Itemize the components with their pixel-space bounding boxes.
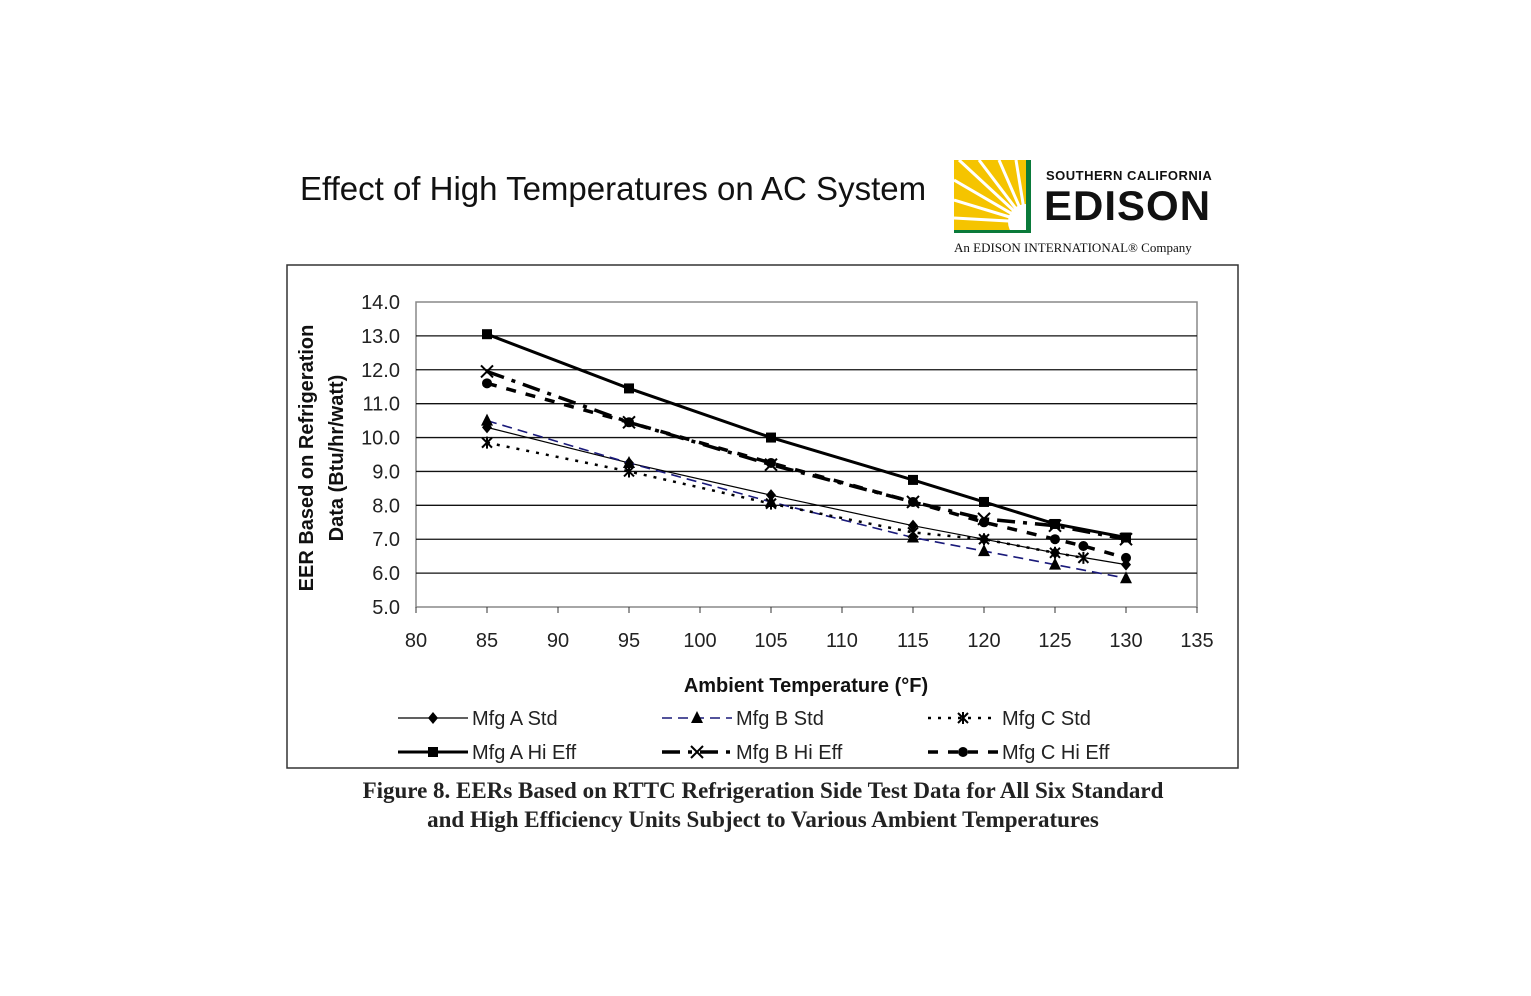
square-marker — [908, 474, 918, 485]
asterisk-marker — [765, 497, 777, 510]
asterisk-marker — [978, 533, 990, 546]
x-marker — [480, 364, 494, 379]
legend-label: Mfg C Std — [1002, 708, 1091, 730]
plot-area — [415, 301, 1198, 608]
logo-line1: SOUTHERN CALIFORNIA — [1046, 168, 1213, 183]
legend-label: Mfg A Hi Eff — [472, 742, 577, 764]
legend-label: Mfg B Std — [736, 708, 824, 730]
square-marker — [624, 383, 634, 394]
legend-label: Mfg C Hi Eff — [1002, 742, 1110, 764]
circle-marker — [766, 457, 776, 468]
series-mfg-c-std — [481, 436, 1090, 564]
x-tick-label: 125 — [1038, 630, 1071, 652]
circle-marker — [958, 747, 968, 757]
caption-line2: and High Efficiency Units Subject to Var… — [427, 807, 1099, 832]
sun-logo-icon — [954, 160, 1031, 233]
x-axis-label: Ambient Temperature (°F) — [684, 675, 928, 697]
x-tick-label: 110 — [826, 630, 858, 652]
y-tick-label: 6.0 — [372, 563, 400, 585]
x-tick-label: 85 — [476, 630, 498, 652]
series-mfg-c-hi-eff — [482, 378, 1131, 563]
asterisk-marker — [481, 436, 493, 449]
x-tick-label: 80 — [405, 630, 427, 652]
triangle-marker — [1120, 571, 1132, 584]
circle-marker — [624, 417, 634, 428]
x-tick-label: 95 — [618, 630, 640, 652]
x-tick-label: 90 — [547, 630, 569, 652]
legend-item: Mfg A Std — [398, 708, 558, 730]
x-tick-label: 120 — [967, 630, 1000, 652]
logo-line3: An EDISON INTERNATIONAL® Company — [954, 240, 1192, 255]
x-marker — [1048, 518, 1062, 533]
y-tick-label: 8.0 — [372, 495, 400, 517]
legend-item: Mfg A Hi Eff — [398, 742, 577, 764]
x-marker — [1119, 532, 1133, 546]
y-tick-label: 9.0 — [372, 461, 400, 483]
legend-label: Mfg A Std — [472, 708, 558, 730]
triangle-marker — [623, 455, 635, 468]
asterisk-marker — [907, 526, 919, 539]
legend-item: Mfg C Std — [928, 708, 1091, 730]
y-tick-label: 12.0 — [361, 360, 400, 382]
legend-item: Mfg B Std — [662, 708, 824, 730]
x-tick-label: 130 — [1109, 630, 1142, 652]
square-marker — [766, 432, 776, 443]
asterisk-marker — [1049, 546, 1061, 559]
y-axis-label-line1: EER Based on Refrigeration — [296, 325, 318, 592]
legend: Mfg A Std Mfg B Std Mfg C Std Mfg A Hi Eff M… — [398, 708, 1110, 764]
triangle-marker — [691, 711, 703, 723]
y-tick-label: 14.0 — [361, 292, 400, 314]
square-marker — [979, 496, 989, 507]
x-marker — [690, 745, 704, 759]
circle-marker — [979, 517, 989, 528]
figure-caption: Figure 8. EERs Based on RTTC Refrigerati… — [287, 776, 1239, 834]
circle-marker — [1050, 534, 1060, 545]
caption-line1: Figure 8. EERs Based on RTTC Refrigerati… — [362, 778, 1164, 803]
x-tick-label: 105 — [754, 630, 787, 652]
y-tick-label: 10.0 — [361, 428, 400, 450]
asterisk-marker — [1077, 551, 1090, 564]
y-axis-label-line2: Data (Btu/hr/watt) — [326, 375, 348, 542]
edison-logo: SOUTHERN CALIFORNIA EDISON An EDISON INT… — [954, 160, 1244, 260]
asterisk-marker — [957, 712, 969, 724]
legend-item: Mfg B Hi Eff — [662, 742, 843, 764]
circle-marker — [1078, 541, 1089, 551]
circle-marker — [1121, 552, 1131, 563]
triangle-marker — [481, 413, 493, 426]
legend-label: Mfg B Hi Eff — [736, 742, 843, 764]
square-marker — [428, 747, 438, 757]
y-tick-label: 7.0 — [372, 529, 400, 551]
x-tick-label: 115 — [897, 630, 929, 652]
asterisk-marker — [623, 465, 635, 478]
slide-title: Effect of High Temperatures on AC System — [300, 170, 927, 207]
triangle-marker — [1049, 557, 1061, 570]
logo-line2: EDISON — [1044, 182, 1212, 229]
y-tick-label: 5.0 — [372, 597, 400, 619]
x-tick-label: 100 — [683, 630, 716, 652]
square-marker — [482, 329, 492, 340]
chart-frame — [286, 264, 1239, 769]
diamond-marker — [428, 712, 438, 724]
legend-item: Mfg C Hi Eff — [928, 742, 1110, 764]
y-tick-label: 11.0 — [363, 394, 400, 416]
circle-marker — [908, 496, 918, 507]
square-marker — [1050, 518, 1060, 529]
circle-marker — [482, 378, 492, 389]
y-tick-label: 13.0 — [361, 326, 400, 348]
triangle-marker — [978, 544, 990, 557]
x-tick-label: 135 — [1180, 630, 1213, 652]
